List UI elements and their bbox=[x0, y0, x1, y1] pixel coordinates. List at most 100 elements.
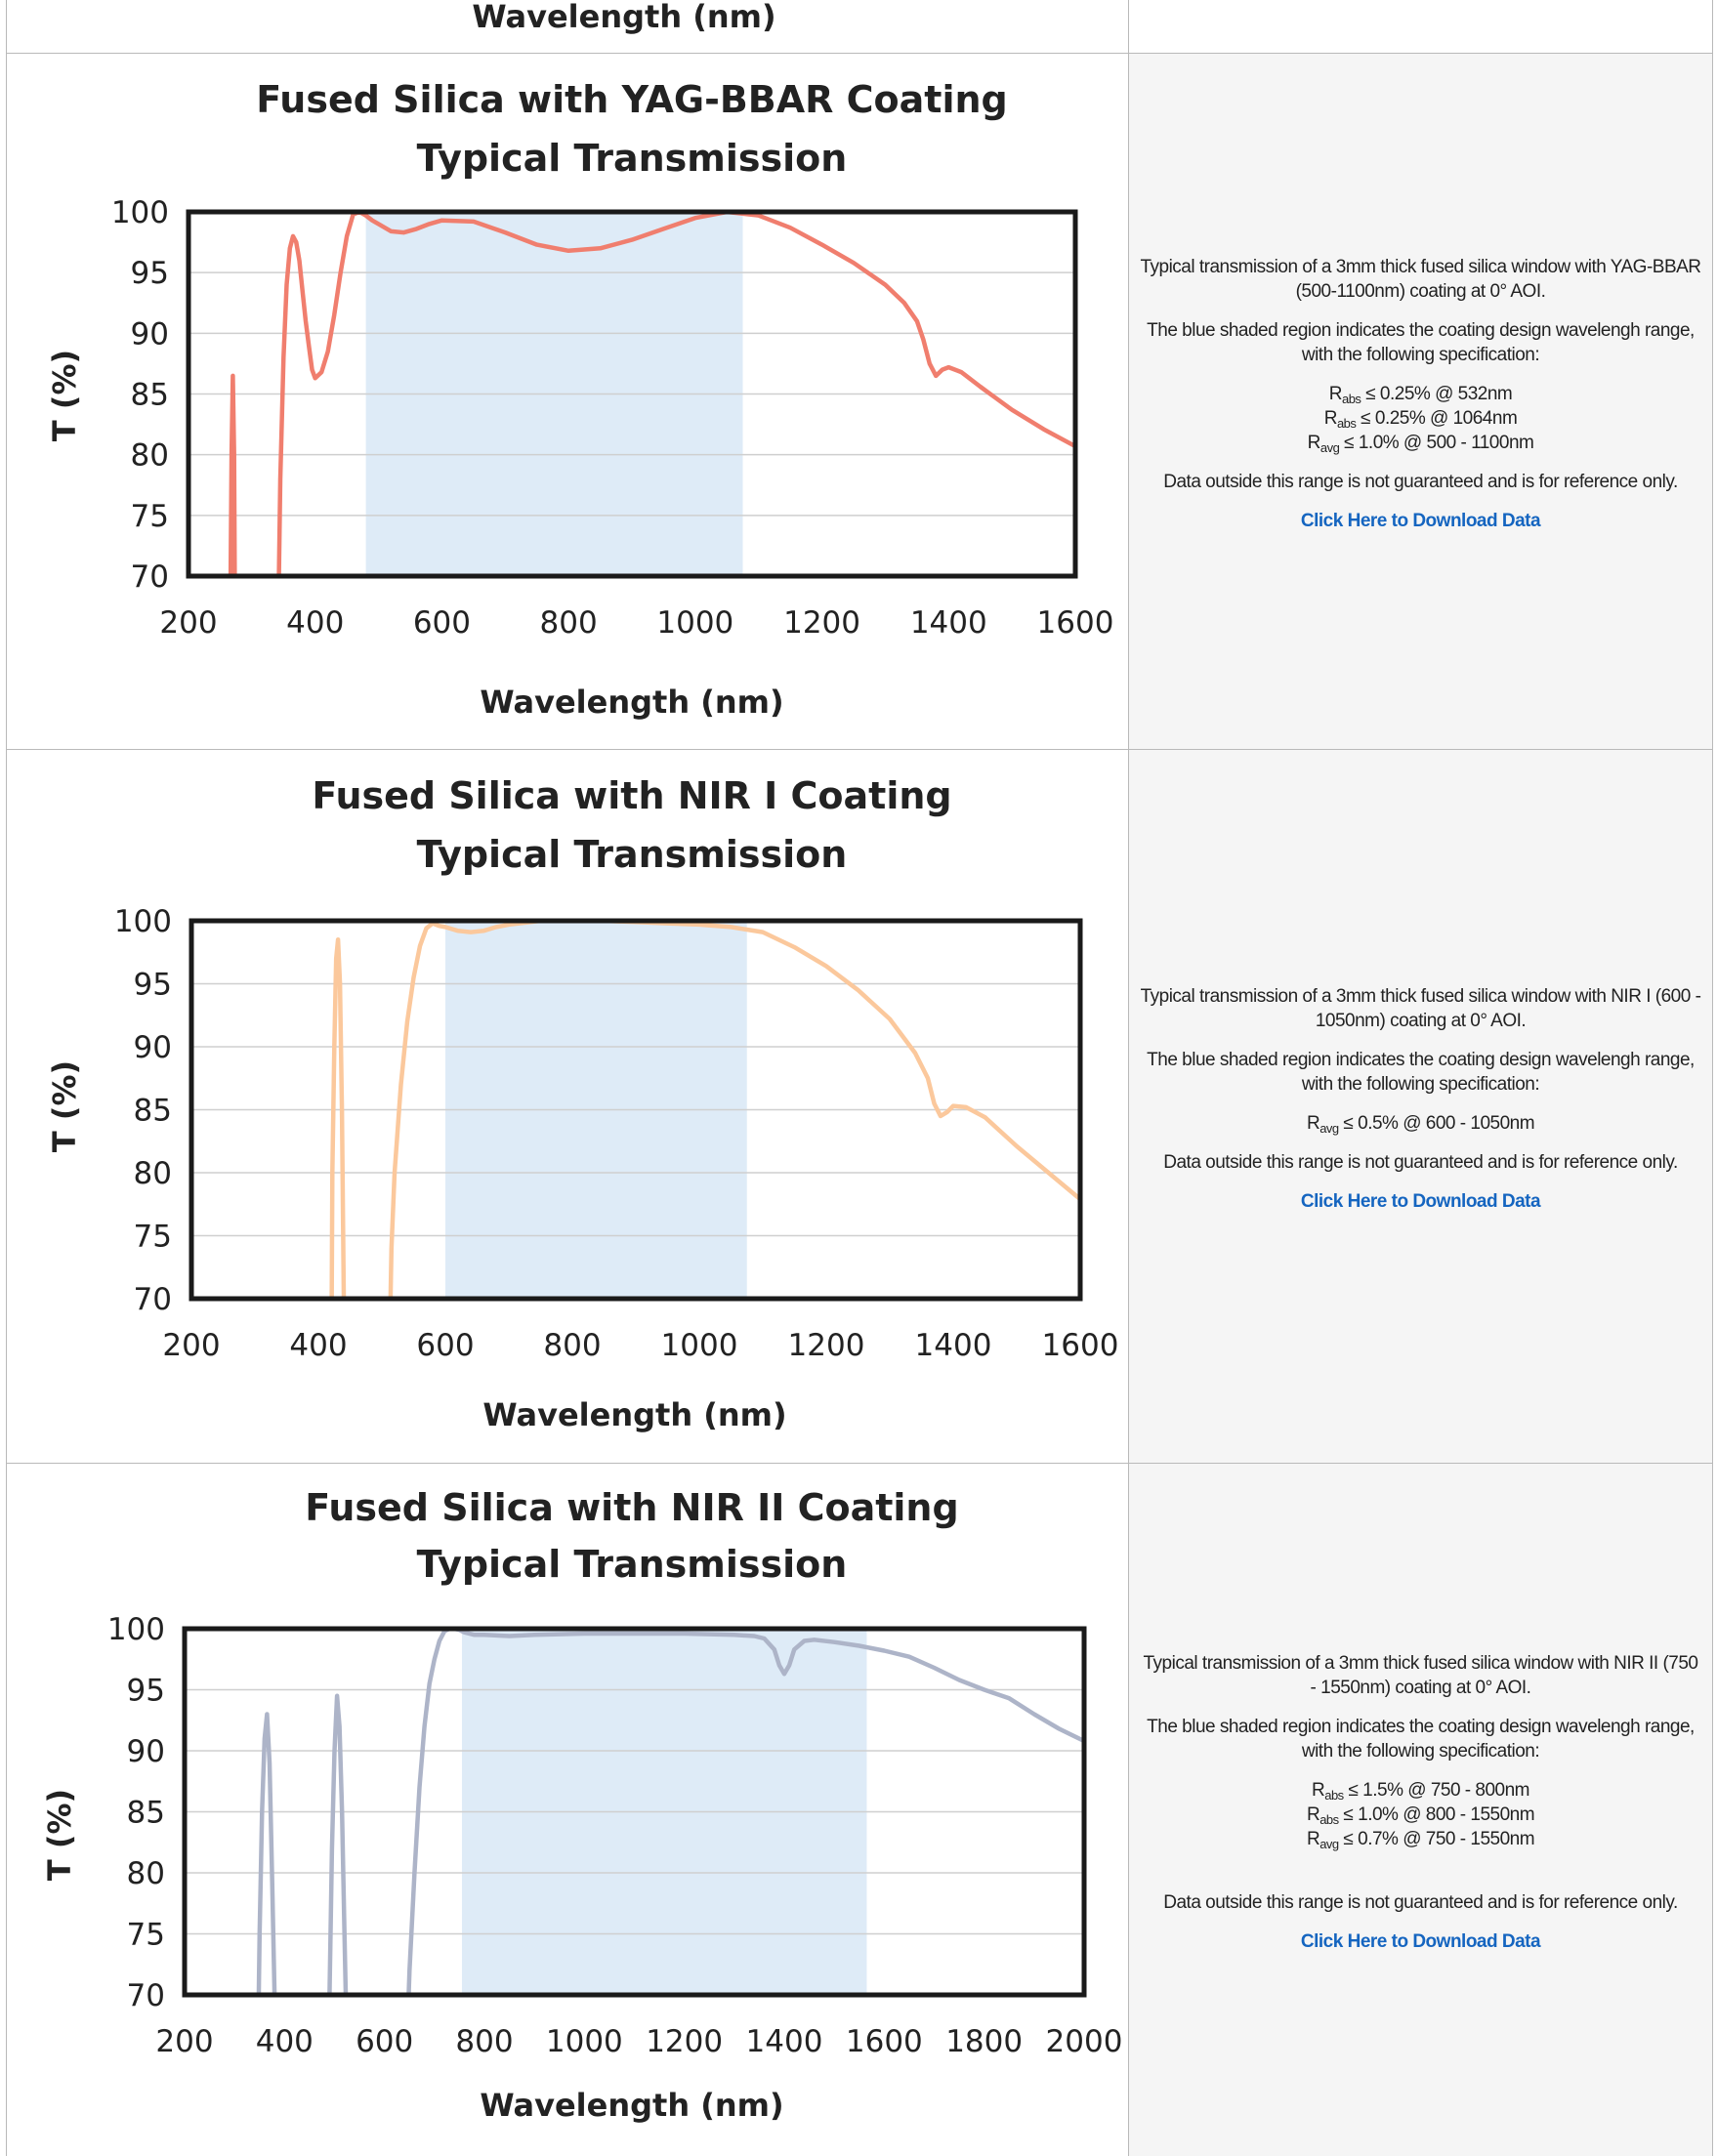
y-tick-label: 80 bbox=[131, 438, 169, 474]
x-tick-label: 600 bbox=[356, 2024, 413, 2059]
spec-line: Rabs ≤ 1.5% @ 750 - 800nm bbox=[1311, 1780, 1530, 1803]
x-tick-label: 200 bbox=[162, 1328, 220, 1363]
y-tick-label: 85 bbox=[131, 378, 169, 413]
download-data-link[interactable]: Click Here to Download Data bbox=[1300, 1931, 1541, 1952]
description-disclaimer: Data outside this range is not guarantee… bbox=[1163, 472, 1678, 492]
download-data-link[interactable]: Click Here to Download Data bbox=[1300, 1191, 1541, 1212]
y-tick-label: 90 bbox=[131, 316, 169, 352]
description-disclaimer: Data outside this range is not guarantee… bbox=[1163, 1892, 1678, 1913]
description-disclaimer: Data outside this range is not guarantee… bbox=[1163, 1152, 1678, 1173]
y-tick-label: 90 bbox=[127, 1734, 165, 1769]
x-tick-label: 800 bbox=[455, 2024, 513, 2059]
partial-desc-cell bbox=[1129, 0, 1712, 53]
transmission-line-segment-1 bbox=[329, 937, 347, 1299]
spec-line: Rabs ≤ 1.0% @ 800 - 1550nm bbox=[1306, 1804, 1535, 1827]
spec-list: Rabs ≤ 1.5% @ 750 - 800nm Rabs ≤ 1.0% @ … bbox=[1140, 1778, 1701, 1851]
x-tick-label: 1000 bbox=[661, 1328, 738, 1363]
x-tick-label: 1800 bbox=[945, 2024, 1023, 2059]
x-axis-label: Wavelength (nm) bbox=[480, 684, 783, 721]
y-tick-label: 90 bbox=[134, 1030, 172, 1065]
chart-row-nir-i: Fused Silica with NIR I Coating Typical … bbox=[7, 750, 1712, 1464]
transmission-chart-yag-bbar: Fused Silica with YAG-BBAR Coating Typic… bbox=[46, 78, 1113, 721]
chart-cell: Fused Silica with NIR I Coating Typical … bbox=[7, 750, 1129, 1463]
y-tick-label: 70 bbox=[134, 1282, 172, 1317]
x-tick-label: 1600 bbox=[846, 2024, 923, 2059]
x-tick-label: 1600 bbox=[1042, 1328, 1119, 1363]
spec-line: Rabs ≤ 0.25% @ 1064nm bbox=[1323, 408, 1518, 431]
spec-list: Rabs ≤ 0.25% @ 532nm Rabs ≤ 0.25% @ 1064… bbox=[1140, 382, 1701, 455]
chart-title-line2: Typical Transmission bbox=[417, 1543, 848, 1586]
y-tick-label: 95 bbox=[131, 256, 169, 291]
y-tick-label: 85 bbox=[134, 1094, 172, 1129]
x-tick-label: 800 bbox=[543, 1328, 601, 1363]
x-tick-label: 2000 bbox=[1046, 2024, 1123, 2059]
y-axis-label: T (%) bbox=[41, 1789, 78, 1881]
x-tick-label: 400 bbox=[286, 605, 344, 641]
partial-chart-svg: Wavelength (nm) bbox=[472, 0, 775, 35]
plot-frame bbox=[182, 1626, 1087, 1998]
transmission-line-segment-2 bbox=[327, 1693, 349, 1995]
description-shade-note: The blue shaded region indicates the coa… bbox=[1147, 1050, 1695, 1095]
x-tick-label: 400 bbox=[289, 1328, 347, 1363]
description-intro: Typical transmission of a 3mm thick fuse… bbox=[1140, 257, 1701, 302]
y-tick-label: 75 bbox=[131, 499, 169, 534]
chart-title-line1: Fused Silica with YAG-BBAR Coating bbox=[256, 78, 1008, 121]
description: Typical transmission of a 3mm thick fuse… bbox=[1140, 1651, 1701, 1969]
chart-cell: Fused Silica with YAG-BBAR Coating Typic… bbox=[7, 54, 1129, 749]
description-cell: Typical transmission of a 3mm thick fuse… bbox=[1129, 1464, 1712, 2156]
description-intro: Typical transmission of a 3mm thick fuse… bbox=[1143, 1653, 1699, 1698]
partial-row: Wavelength (nm) bbox=[7, 0, 1712, 54]
product-spec-table: Wavelength (nm) Fused Silica with YAG-BB… bbox=[6, 0, 1713, 2156]
transmission-line-segment-1 bbox=[256, 1712, 277, 1995]
y-tick-label: 100 bbox=[114, 904, 172, 939]
plot-frame bbox=[186, 209, 1078, 579]
x-tick-label: 400 bbox=[256, 2024, 314, 2059]
x-axis-label: Wavelength (nm) bbox=[480, 2087, 783, 2124]
x-tick-label: 1200 bbox=[783, 605, 860, 641]
chart-title-line2: Typical Transmission bbox=[417, 833, 848, 876]
y-tick-label: 70 bbox=[127, 1978, 165, 2013]
x-tick-label: 600 bbox=[416, 1328, 474, 1363]
spec-line: Ravg ≤ 0.5% @ 600 - 1050nm bbox=[1306, 1113, 1535, 1136]
description-intro: Typical transmission of a 3mm thick fuse… bbox=[1140, 986, 1701, 1031]
y-tick-label: 75 bbox=[127, 1918, 165, 1953]
y-tick-label: 80 bbox=[127, 1856, 165, 1891]
x-tick-label: 1400 bbox=[910, 605, 987, 641]
transmission-line-segment-3 bbox=[406, 1629, 1084, 1995]
partial-xlabel: Wavelength (nm) bbox=[472, 0, 775, 35]
download-data-link[interactable]: Click Here to Download Data bbox=[1300, 511, 1541, 531]
description-shade-note: The blue shaded region indicates the coa… bbox=[1147, 1717, 1695, 1762]
x-tick-label: 1400 bbox=[915, 1328, 992, 1363]
x-tick-label: 200 bbox=[155, 2024, 213, 2059]
transmission-line-segment-2 bbox=[276, 212, 1075, 576]
x-tick-label: 1200 bbox=[646, 2024, 723, 2059]
y-tick-label: 80 bbox=[134, 1156, 172, 1191]
chart-title-line1: Fused Silica with NIR I Coating bbox=[312, 774, 951, 817]
spec-line: Ravg ≤ 1.0% @ 500 - 1100nm bbox=[1307, 433, 1534, 455]
y-axis-label: T (%) bbox=[46, 1060, 83, 1152]
transmission-chart-nir-ii: Fused Silica with NIR II Coating Typical… bbox=[41, 1486, 1123, 2124]
y-tick-label: 100 bbox=[111, 195, 169, 230]
x-tick-label: 1000 bbox=[656, 605, 733, 641]
y-tick-label: 100 bbox=[107, 1612, 165, 1647]
x-tick-label: 1200 bbox=[788, 1328, 865, 1363]
y-axis-label: T (%) bbox=[46, 350, 83, 441]
description-cell: Typical transmission of a 3mm thick fuse… bbox=[1129, 54, 1712, 749]
partial-chart-cell: Wavelength (nm) bbox=[7, 0, 1129, 53]
description: Typical transmission of a 3mm thick fuse… bbox=[1140, 255, 1701, 548]
y-tick-label: 95 bbox=[134, 968, 172, 1003]
y-tick-label: 85 bbox=[127, 1796, 165, 1831]
y-tick-label: 95 bbox=[127, 1674, 165, 1709]
x-tick-label: 1400 bbox=[746, 2024, 823, 2059]
description-shade-note: The blue shaded region indicates the coa… bbox=[1147, 320, 1695, 365]
description: Typical transmission of a 3mm thick fuse… bbox=[1140, 984, 1701, 1228]
transmission-chart-nir-i: Fused Silica with NIR I Coating Typical … bbox=[46, 774, 1119, 1433]
chart-title-line2: Typical Transmission bbox=[417, 137, 848, 180]
y-tick-label: 70 bbox=[131, 560, 169, 595]
chart-row-nir-ii: Fused Silica with NIR II Coating Typical… bbox=[7, 1464, 1712, 2156]
y-tick-label: 75 bbox=[134, 1220, 172, 1255]
transmission-line-segment-1 bbox=[228, 373, 237, 576]
x-tick-label: 600 bbox=[413, 605, 471, 641]
spec-list: Ravg ≤ 0.5% @ 600 - 1050nm bbox=[1140, 1111, 1701, 1136]
spec-line: Rabs ≤ 0.25% @ 532nm bbox=[1328, 384, 1513, 406]
